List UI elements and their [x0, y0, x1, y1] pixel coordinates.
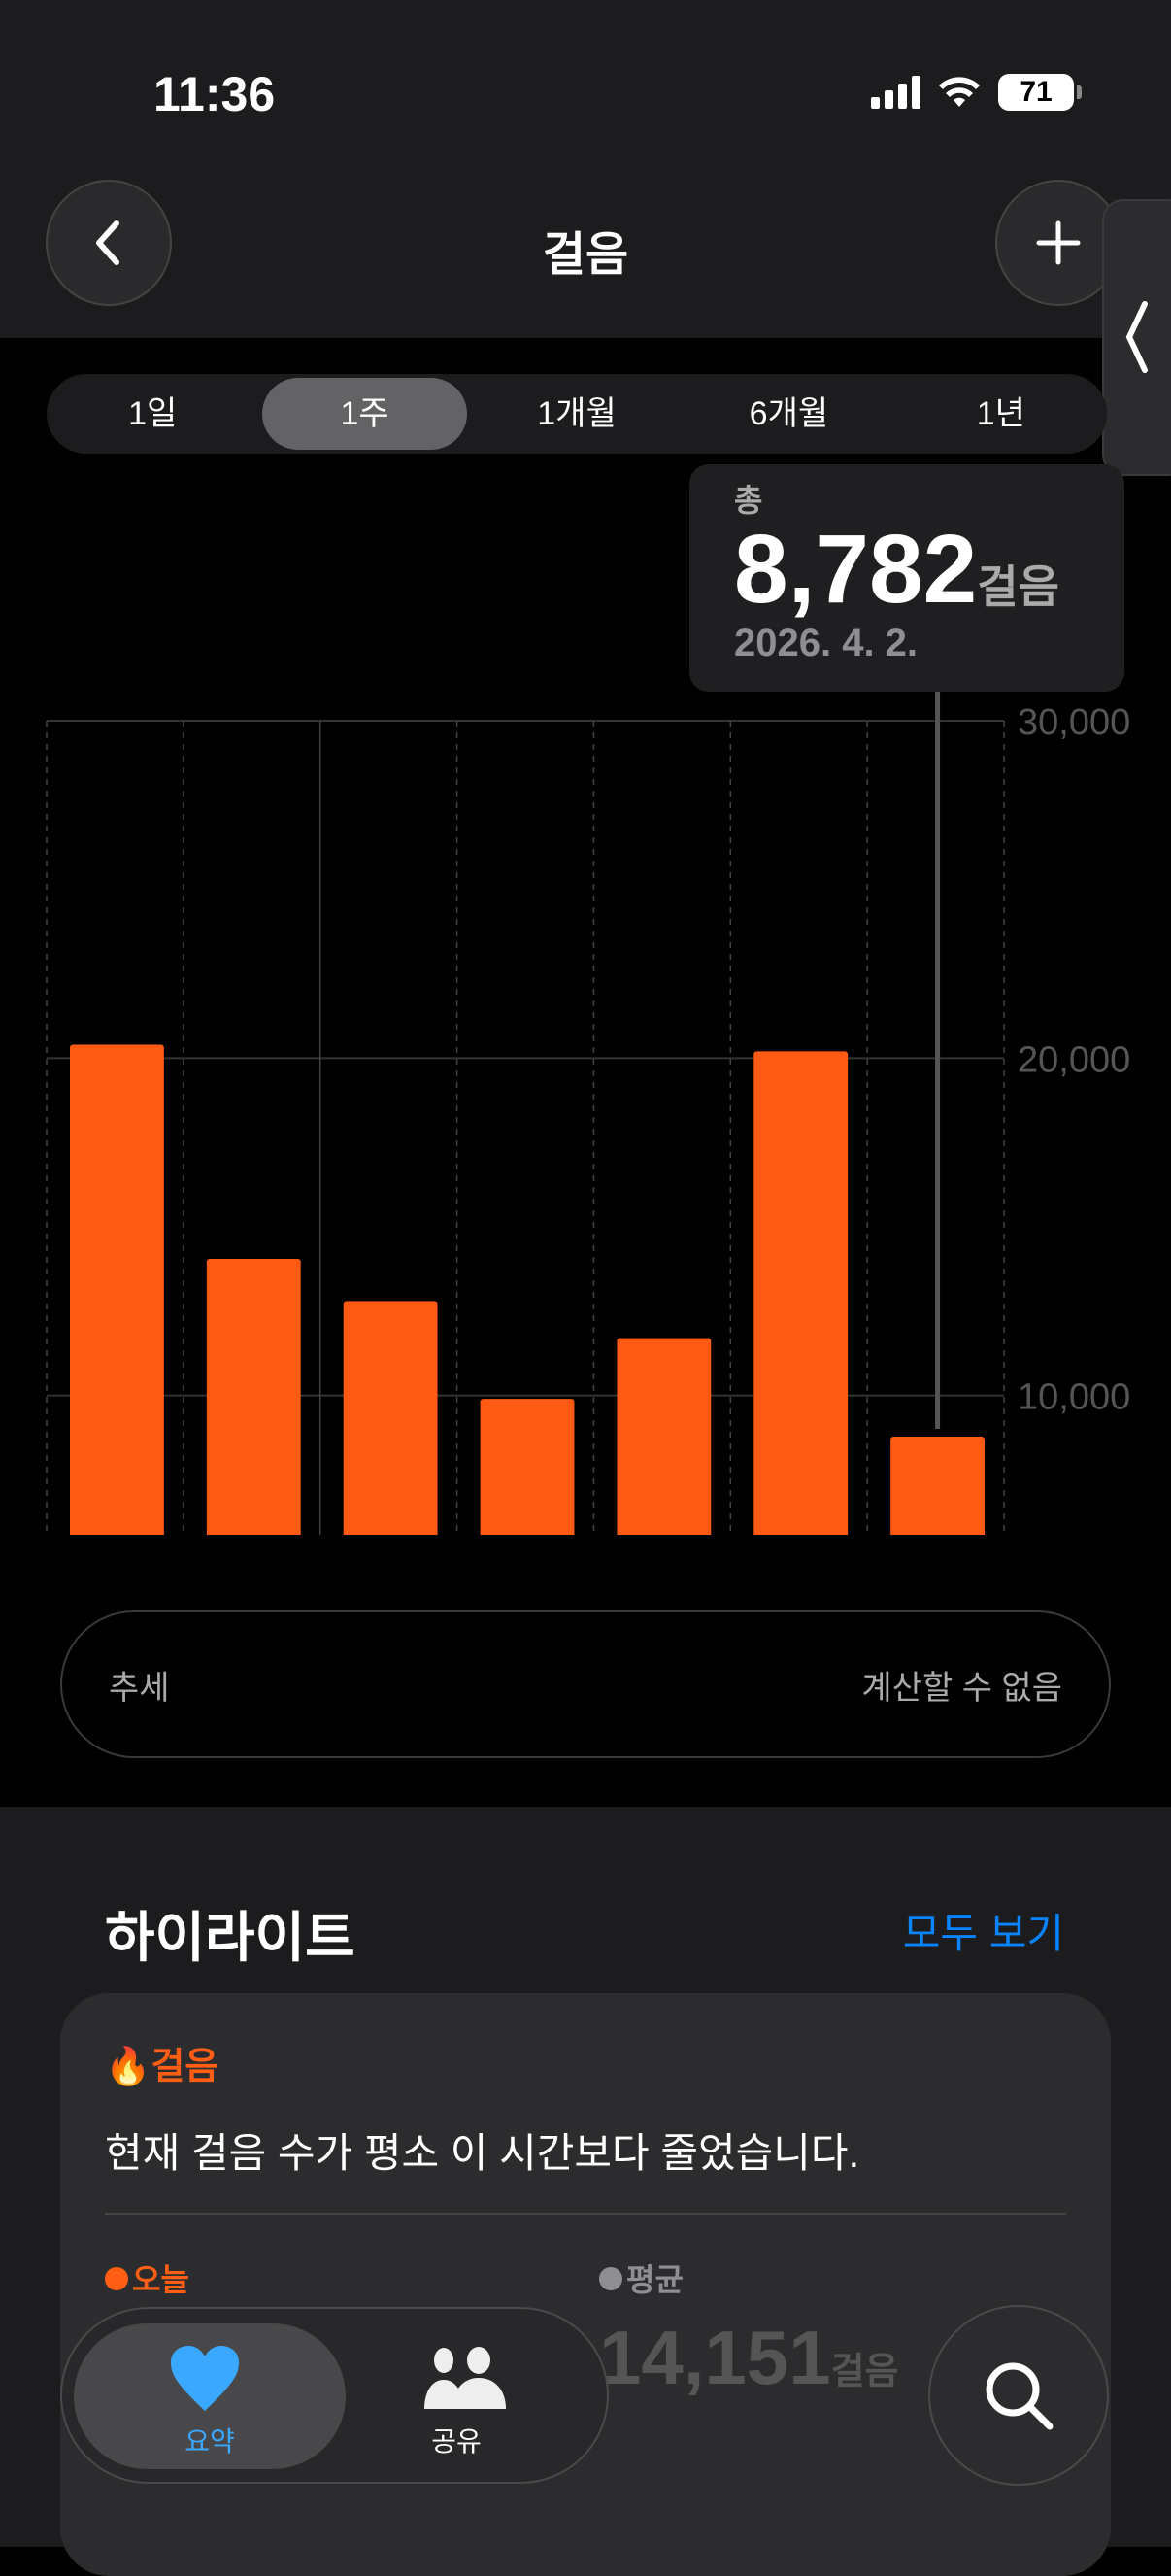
battery-indicator: 71 [998, 74, 1082, 111]
segment-1-day[interactable]: 1일 [128, 395, 178, 432]
tab-summary[interactable]: 요약 [74, 2323, 346, 2469]
y-tick-label: 10,000 [1018, 1377, 1130, 1418]
time-range-selector: 1일 1주 1개월 6개월 1년 [47, 374, 1107, 454]
search-button[interactable] [928, 2305, 1109, 2486]
tab-sharing-label: 공유 [431, 2426, 482, 2457]
bar-일[interactable] [343, 1301, 438, 1535]
bar-토[interactable] [206, 1258, 301, 1535]
average-label: 평균 [626, 2262, 684, 2297]
see-all-link[interactable]: 모두 보기 [902, 1911, 1064, 1956]
selection-tooltip: 총 8,782걸음 2026. 4. 2. [689, 464, 1124, 692]
segment-1-month[interactable]: 1개월 [537, 395, 617, 432]
tab-sharing[interactable]: 공유 [388, 2323, 524, 2469]
legend-average: 평균 [599, 2255, 684, 2300]
today-label: 오늘 [132, 2262, 189, 2297]
card-category: 걸음 [151, 2047, 219, 2087]
bar-수[interactable] [753, 1051, 849, 1535]
status-icons: 71 [871, 74, 1082, 111]
tooltip-unit: 걸음 [977, 561, 1059, 612]
bar-금[interactable] [70, 1044, 164, 1535]
tooltip-date: 2026. 4. 2. [734, 622, 919, 664]
tooltip-label: 총 [734, 483, 763, 518]
trend-value: 계산할 수 없음 [861, 1669, 1062, 1707]
legend-today: 오늘 [105, 2255, 189, 2300]
wifi-icon [939, 77, 980, 107]
side-panel-handle[interactable] [1102, 199, 1171, 476]
bar-목[interactable] [890, 1436, 985, 1535]
bar-월[interactable] [480, 1399, 575, 1535]
flame-icon: 🔥 [105, 2047, 151, 2087]
heart-icon [171, 2346, 239, 2411]
signal-icon [871, 76, 920, 109]
trend-row[interactable]: 추세 계산할 수 없음 [60, 1610, 1111, 1758]
average-unit: 걸음 [830, 2352, 899, 2392]
chevron-left-icon [96, 220, 119, 265]
trend-label: 추세 [109, 1669, 170, 1707]
divider [105, 2213, 1066, 2215]
add-button[interactable] [995, 180, 1121, 306]
back-button[interactable] [46, 180, 172, 306]
header [0, 0, 1171, 338]
average-steps: 14,151걸음 [599, 2314, 899, 2402]
search-icon [986, 2362, 1054, 2430]
bar-화[interactable] [617, 1338, 712, 1535]
people-icon [424, 2347, 506, 2409]
chevron-left-icon [1125, 301, 1148, 373]
segment-1-week[interactable]: 1주 [262, 378, 467, 450]
segment-6-months[interactable]: 6개월 [749, 395, 829, 432]
y-tick-label: 30,000 [1018, 702, 1130, 743]
tab-summary-label: 요약 [184, 2426, 235, 2457]
y-tick-label: 20,000 [1018, 1039, 1130, 1080]
highlight-card[interactable]: 🔥걸음 현재 걸음 수가 평소 이 시간보다 줄었습니다. 오늘 평균 14,1… [60, 1993, 1111, 2576]
highlights-title: 하이라이트 [105, 1907, 355, 1968]
card-message: 현재 걸음 수가 평소 이 시간보다 줄었습니다. [105, 2130, 860, 2176]
page-title: 걸음 [542, 229, 629, 281]
segment-1-year[interactable]: 1년 [976, 395, 1025, 432]
plus-icon [1036, 220, 1081, 265]
status-time: 11:36 [153, 67, 276, 121]
average-value: 14,151 [599, 2315, 831, 2400]
today-dot [105, 2267, 128, 2290]
tooltip-value: 8,782 [734, 515, 978, 624]
average-dot [599, 2267, 622, 2290]
